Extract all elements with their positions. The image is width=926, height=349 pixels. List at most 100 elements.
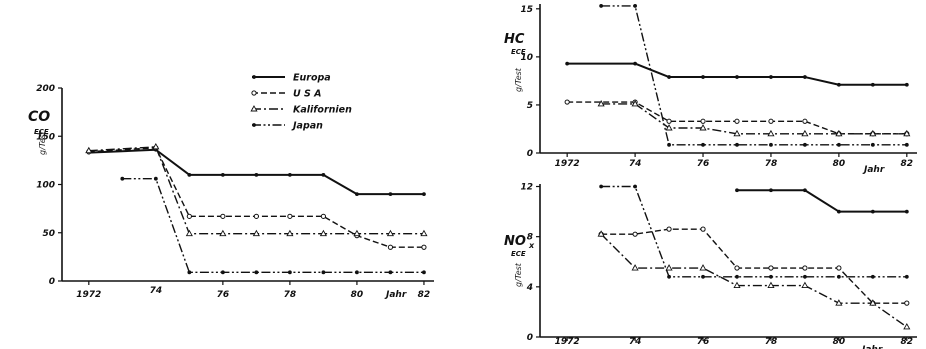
- data-point: [220, 270, 225, 275]
- chart-title-sub: ECE: [511, 250, 526, 258]
- x-tick-label: 82: [418, 290, 431, 300]
- data-point: [420, 229, 428, 237]
- data-point: [735, 142, 739, 147]
- data-point: [870, 209, 875, 214]
- data-point: [388, 192, 393, 197]
- data-point: [633, 4, 637, 8]
- data-point: [85, 146, 93, 154]
- x-tick-label: 76: [697, 337, 710, 347]
- x-tick-label: 1972: [555, 159, 580, 169]
- legend-marker: [252, 123, 256, 127]
- y-tick-label: 8: [527, 233, 533, 243]
- data-point: [633, 184, 637, 189]
- data-point: [253, 213, 259, 219]
- data-point: [220, 213, 226, 219]
- data-point: [667, 75, 671, 79]
- chart-title-sub: ECE: [34, 128, 49, 136]
- data-point: [835, 129, 843, 137]
- x-tick-label: 74: [150, 286, 163, 296]
- x-axis-label: Jahr: [384, 290, 407, 300]
- chart-title: CO: [28, 109, 50, 125]
- series-line-europa: [736, 189, 907, 213]
- data-point: [904, 300, 910, 306]
- data-point: [355, 270, 359, 275]
- data-point: [734, 265, 740, 271]
- data-point: [386, 229, 395, 237]
- series-line-kalifornien: [88, 146, 424, 235]
- data-point: [904, 274, 909, 279]
- data-point: [120, 176, 125, 181]
- data-point: [735, 75, 739, 79]
- data-point: [904, 142, 909, 147]
- data-point: [667, 274, 671, 279]
- data-point: [904, 209, 909, 214]
- data-point: [769, 274, 773, 279]
- data-point: [769, 142, 773, 147]
- data-point: [186, 213, 192, 219]
- y-tick-label: 15: [520, 5, 533, 15]
- y-tick-label: 0: [527, 333, 533, 343]
- x-tick-label: 80: [833, 159, 846, 169]
- data-point: [701, 274, 705, 279]
- data-point: [667, 142, 671, 147]
- x-tick-label: 74: [629, 337, 642, 347]
- data-point: [320, 213, 327, 219]
- chart-title-sub: ECE: [511, 48, 526, 56]
- y-tick-label: 0: [49, 277, 55, 287]
- data-point: [665, 264, 673, 271]
- data-point: [870, 82, 875, 87]
- data-point: [869, 299, 877, 306]
- legend-marker: [250, 105, 258, 112]
- x-tick-label: 1972: [555, 337, 580, 347]
- data-point: [422, 192, 426, 197]
- data-point: [597, 100, 605, 107]
- data-point: [903, 323, 911, 330]
- data-point: [699, 264, 707, 271]
- legend-marker: [251, 90, 257, 96]
- chart-title-subscript: x: [528, 241, 535, 250]
- data-point: [767, 281, 775, 289]
- chart-title: NO: [504, 234, 526, 249]
- data-point: [254, 172, 259, 177]
- series-line-japan: [601, 5, 907, 146]
- data-point: [187, 270, 192, 275]
- data-point: [287, 213, 293, 219]
- data-point: [904, 82, 909, 87]
- series-line-europa: [88, 148, 424, 196]
- data-point: [353, 229, 361, 237]
- data-point: [870, 142, 875, 147]
- series-line-japan: [122, 178, 424, 274]
- data-point: [597, 230, 605, 237]
- data-point: [666, 226, 672, 232]
- data-point: [836, 274, 841, 279]
- data-point: [700, 118, 706, 124]
- data-point: [836, 142, 841, 147]
- legend-label: Japan: [291, 121, 323, 132]
- y-tick-label: 200: [36, 84, 55, 94]
- data-point: [153, 176, 158, 181]
- data-point: [152, 142, 160, 150]
- x-tick-label: 1972: [76, 290, 101, 300]
- y-tick-label: 50: [42, 229, 55, 239]
- y-tick-label: 100: [36, 181, 55, 191]
- legend-label: Kalifornien: [293, 105, 352, 116]
- data-point: [254, 270, 259, 275]
- x-tick-label: 78: [765, 159, 778, 169]
- data-point: [903, 129, 911, 137]
- data-point: [665, 124, 673, 131]
- data-point: [735, 274, 739, 279]
- data-point: [701, 142, 705, 147]
- x-tick-label: 74: [629, 159, 642, 169]
- series-line-kalifornien: [600, 233, 908, 328]
- data-point: [835, 299, 843, 306]
- data-point: [564, 99, 570, 105]
- data-point: [185, 229, 193, 237]
- data-point: [803, 75, 807, 79]
- y-axis-label: g/Test: [514, 67, 523, 92]
- data-point: [735, 188, 739, 193]
- data-point: [321, 270, 326, 275]
- data-point: [700, 226, 706, 232]
- x-tick-label: 80: [833, 337, 846, 347]
- data-point: [733, 129, 741, 137]
